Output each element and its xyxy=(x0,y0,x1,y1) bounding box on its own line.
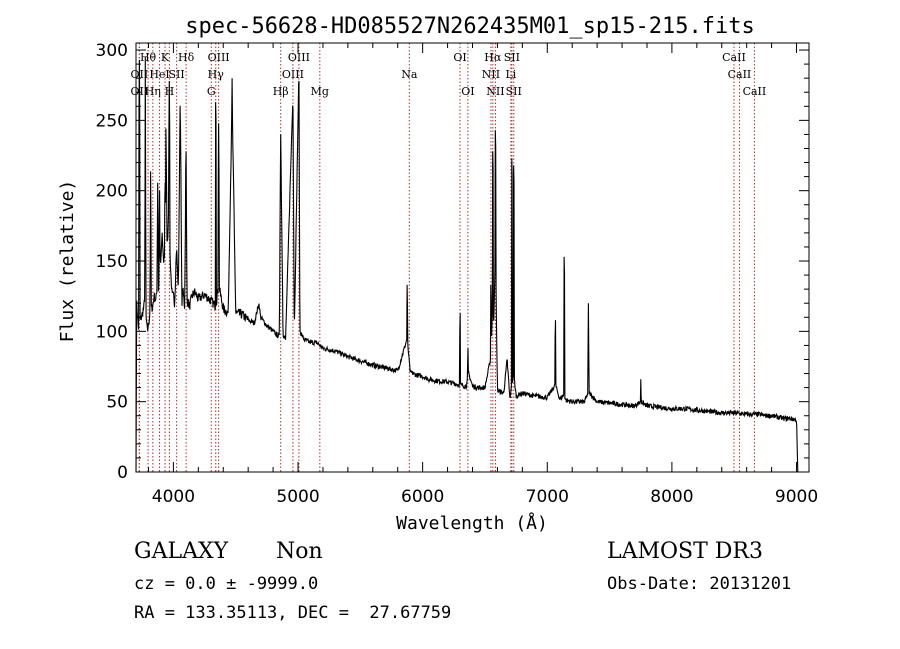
line-marker-label: Hδ xyxy=(178,51,195,64)
line-marker-label: Na xyxy=(401,68,418,81)
x-tick-label: 4000 xyxy=(152,487,195,507)
line-marker-label: OIII xyxy=(282,68,304,81)
line-marker-label: SII xyxy=(169,68,185,81)
line-marker-label: NII xyxy=(486,85,504,98)
line-marker-label: HeI xyxy=(149,68,169,81)
line-marker-label: K xyxy=(161,51,170,64)
y-axis-label: Flux (relative) xyxy=(57,180,78,343)
x-tick-label: 5000 xyxy=(276,487,319,507)
line-marker-label: OIII xyxy=(208,51,230,64)
x-axis-ticks: 4000 5000 6000 7000 8000 9000 xyxy=(147,43,818,507)
y-tick-label: 250 xyxy=(96,111,128,131)
line-marker-label: Hθ xyxy=(140,51,157,64)
chart-title: spec-56628-HD085527N262435M01_sp15-215.f… xyxy=(185,14,755,39)
x-tick-label: 7000 xyxy=(526,487,569,507)
spectrum-chart: spec-56628-HD085527N262435M01_sp15-215.f… xyxy=(57,14,818,534)
x-tick-label: 9000 xyxy=(775,487,818,507)
line-marker-label: SII xyxy=(504,51,520,64)
line-marker-label: SII xyxy=(506,85,522,98)
line-marker-label: OI xyxy=(453,51,466,64)
line-marker-label: Hγ xyxy=(208,68,225,81)
y-tick-label: 0 xyxy=(117,463,128,483)
y-tick-label: 150 xyxy=(96,252,128,272)
line-marker-label: G xyxy=(207,85,216,98)
line-marker-label: Hη xyxy=(145,85,161,98)
flux-series-line xyxy=(135,57,799,473)
line-marker-label: NII xyxy=(482,68,500,81)
line-marker-label: Hα xyxy=(484,51,502,64)
y-tick-label: 200 xyxy=(96,182,128,202)
plot-frame xyxy=(135,42,810,473)
line-marker-label: Li xyxy=(505,68,516,81)
object-subclass: Non xyxy=(276,539,323,564)
x-tick-label: 8000 xyxy=(650,487,693,507)
line-marker-label: OIII xyxy=(288,51,310,64)
y-tick-label: 50 xyxy=(106,393,128,413)
x-axis-label: Wavelength (Å) xyxy=(396,512,548,534)
y-tick-label: 300 xyxy=(96,41,128,61)
redshift-readout: cz = 0.0 ± -9999.0 xyxy=(134,574,319,594)
obs-date: Obs-Date: 20131201 xyxy=(607,574,792,594)
y-tick-label: 100 xyxy=(96,322,128,342)
line-marker-label: CaII xyxy=(743,85,767,98)
survey-label: LAMOST DR3 xyxy=(607,539,763,564)
line-marker-label: Hβ xyxy=(273,85,289,98)
line-marker-label: Mg xyxy=(311,85,329,98)
object-class: GALAXY xyxy=(134,539,229,564)
line-marker-label: OI xyxy=(461,85,474,98)
line-marker-labels: OIIOIIHθHηHeIKHSIIHδGHγOIIIHβOIIIOIIIMgN… xyxy=(131,51,767,98)
coordinates-readout: RA = 133.35113, DEC = 27.67759 xyxy=(134,603,452,623)
line-marker-label: CaII xyxy=(722,51,746,64)
line-marker-label: CaII xyxy=(728,68,752,81)
x-tick-label: 6000 xyxy=(401,487,444,507)
y-axis-ticks: 0 50 100 150 200 250 300 xyxy=(96,41,809,483)
